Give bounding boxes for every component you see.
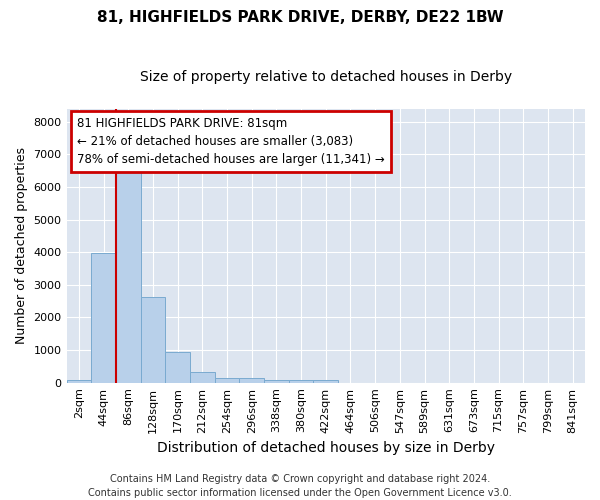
Bar [264, 380, 289, 382]
Bar [190, 372, 215, 382]
Title: Size of property relative to detached houses in Derby: Size of property relative to detached ho… [140, 70, 512, 84]
X-axis label: Distribution of detached houses by size in Derby: Distribution of detached houses by size … [157, 441, 495, 455]
Bar [91, 253, 116, 382]
Bar [67, 380, 91, 382]
Bar [116, 168, 140, 382]
Bar [165, 352, 190, 382]
Bar [215, 378, 239, 382]
Bar [239, 378, 264, 382]
Text: 81 HIGHFIELDS PARK DRIVE: 81sqm
← 21% of detached houses are smaller (3,083)
78%: 81 HIGHFIELDS PARK DRIVE: 81sqm ← 21% of… [77, 117, 385, 166]
Bar [313, 380, 338, 382]
Text: Contains HM Land Registry data © Crown copyright and database right 2024.
Contai: Contains HM Land Registry data © Crown c… [88, 474, 512, 498]
Text: 81, HIGHFIELDS PARK DRIVE, DERBY, DE22 1BW: 81, HIGHFIELDS PARK DRIVE, DERBY, DE22 1… [97, 10, 503, 25]
Bar [140, 297, 165, 382]
Y-axis label: Number of detached properties: Number of detached properties [15, 147, 28, 344]
Bar [289, 380, 313, 382]
